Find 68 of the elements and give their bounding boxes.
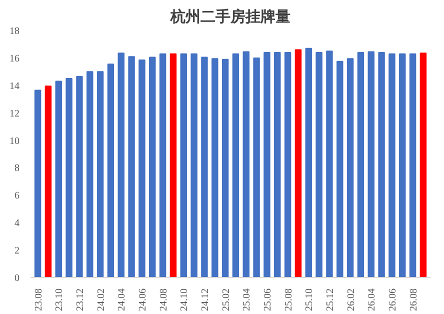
bar (86, 71, 94, 278)
y-tick-label: 6 (14, 190, 20, 202)
chart-title: 杭州二手房挂牌量 (170, 8, 290, 26)
bar (232, 53, 240, 278)
bar (357, 52, 364, 278)
x-tick-label: 23.12 (74, 288, 86, 311)
bar (264, 52, 270, 278)
x-tick-label: 23.08 (33, 288, 44, 311)
bar (107, 64, 114, 278)
y-tick-label: 2 (14, 246, 20, 257)
x-tick-label: 26.08 (408, 288, 420, 311)
x-tick-label: 24.02 (96, 288, 107, 311)
x-tick-label: 25.06 (262, 288, 274, 311)
y-tick-label: 16 (10, 53, 20, 64)
bar (118, 52, 124, 278)
x-tick-label: 26.06 (387, 288, 398, 311)
bar (420, 52, 427, 278)
y-tick-label: 0 (14, 273, 20, 284)
bar (274, 52, 281, 278)
x-tick-label: 25.08 (283, 288, 294, 311)
bar (284, 52, 292, 278)
bar (378, 52, 385, 278)
y-tick-label: 4 (14, 218, 20, 230)
y-tick-label: 12 (10, 108, 20, 120)
bar (159, 53, 166, 278)
bar (388, 53, 396, 278)
x-tick-label: 26.04 (366, 288, 378, 311)
bar (294, 49, 302, 278)
bar (336, 60, 344, 278)
bar (138, 60, 146, 278)
x-tick-label: 24.06 (137, 288, 148, 311)
x-tick-label: 25.12 (324, 288, 336, 311)
bar (201, 56, 208, 278)
bar (180, 53, 187, 278)
bar (346, 58, 354, 278)
x-tick-label: 26.02 (346, 288, 357, 311)
bar (409, 53, 416, 278)
bar (316, 52, 322, 278)
bar (222, 58, 229, 278)
bar (149, 56, 156, 278)
x-tick-label: 25.10 (304, 288, 316, 311)
bar (326, 50, 333, 278)
x-tick-label: 25.04 (242, 288, 253, 311)
bar (96, 71, 104, 278)
y-tick-label: 10 (10, 136, 20, 147)
x-tick-label: 23.10 (54, 288, 66, 311)
bar (305, 48, 312, 278)
x-tick-label: 24.12 (200, 288, 211, 311)
x-tick-label: 24.08 (158, 288, 170, 311)
x-tick-label: 24.04 (116, 288, 128, 311)
bar (170, 53, 177, 278)
bar (190, 53, 198, 278)
bar (368, 51, 374, 278)
y-tick-label: 8 (14, 163, 20, 174)
bar (66, 78, 72, 278)
y-tick-label: 18 (10, 26, 20, 37)
bar (242, 51, 250, 278)
bar (253, 57, 260, 278)
bar (76, 76, 83, 278)
bar (44, 86, 52, 278)
y-tick-label: 14 (10, 80, 20, 92)
x-tick-label: 25.02 (220, 288, 232, 311)
bar (399, 53, 406, 278)
bar (212, 58, 218, 278)
x-tick-label: 24.10 (179, 288, 190, 311)
bar (55, 80, 62, 278)
bar (128, 56, 135, 278)
bar (34, 90, 42, 278)
